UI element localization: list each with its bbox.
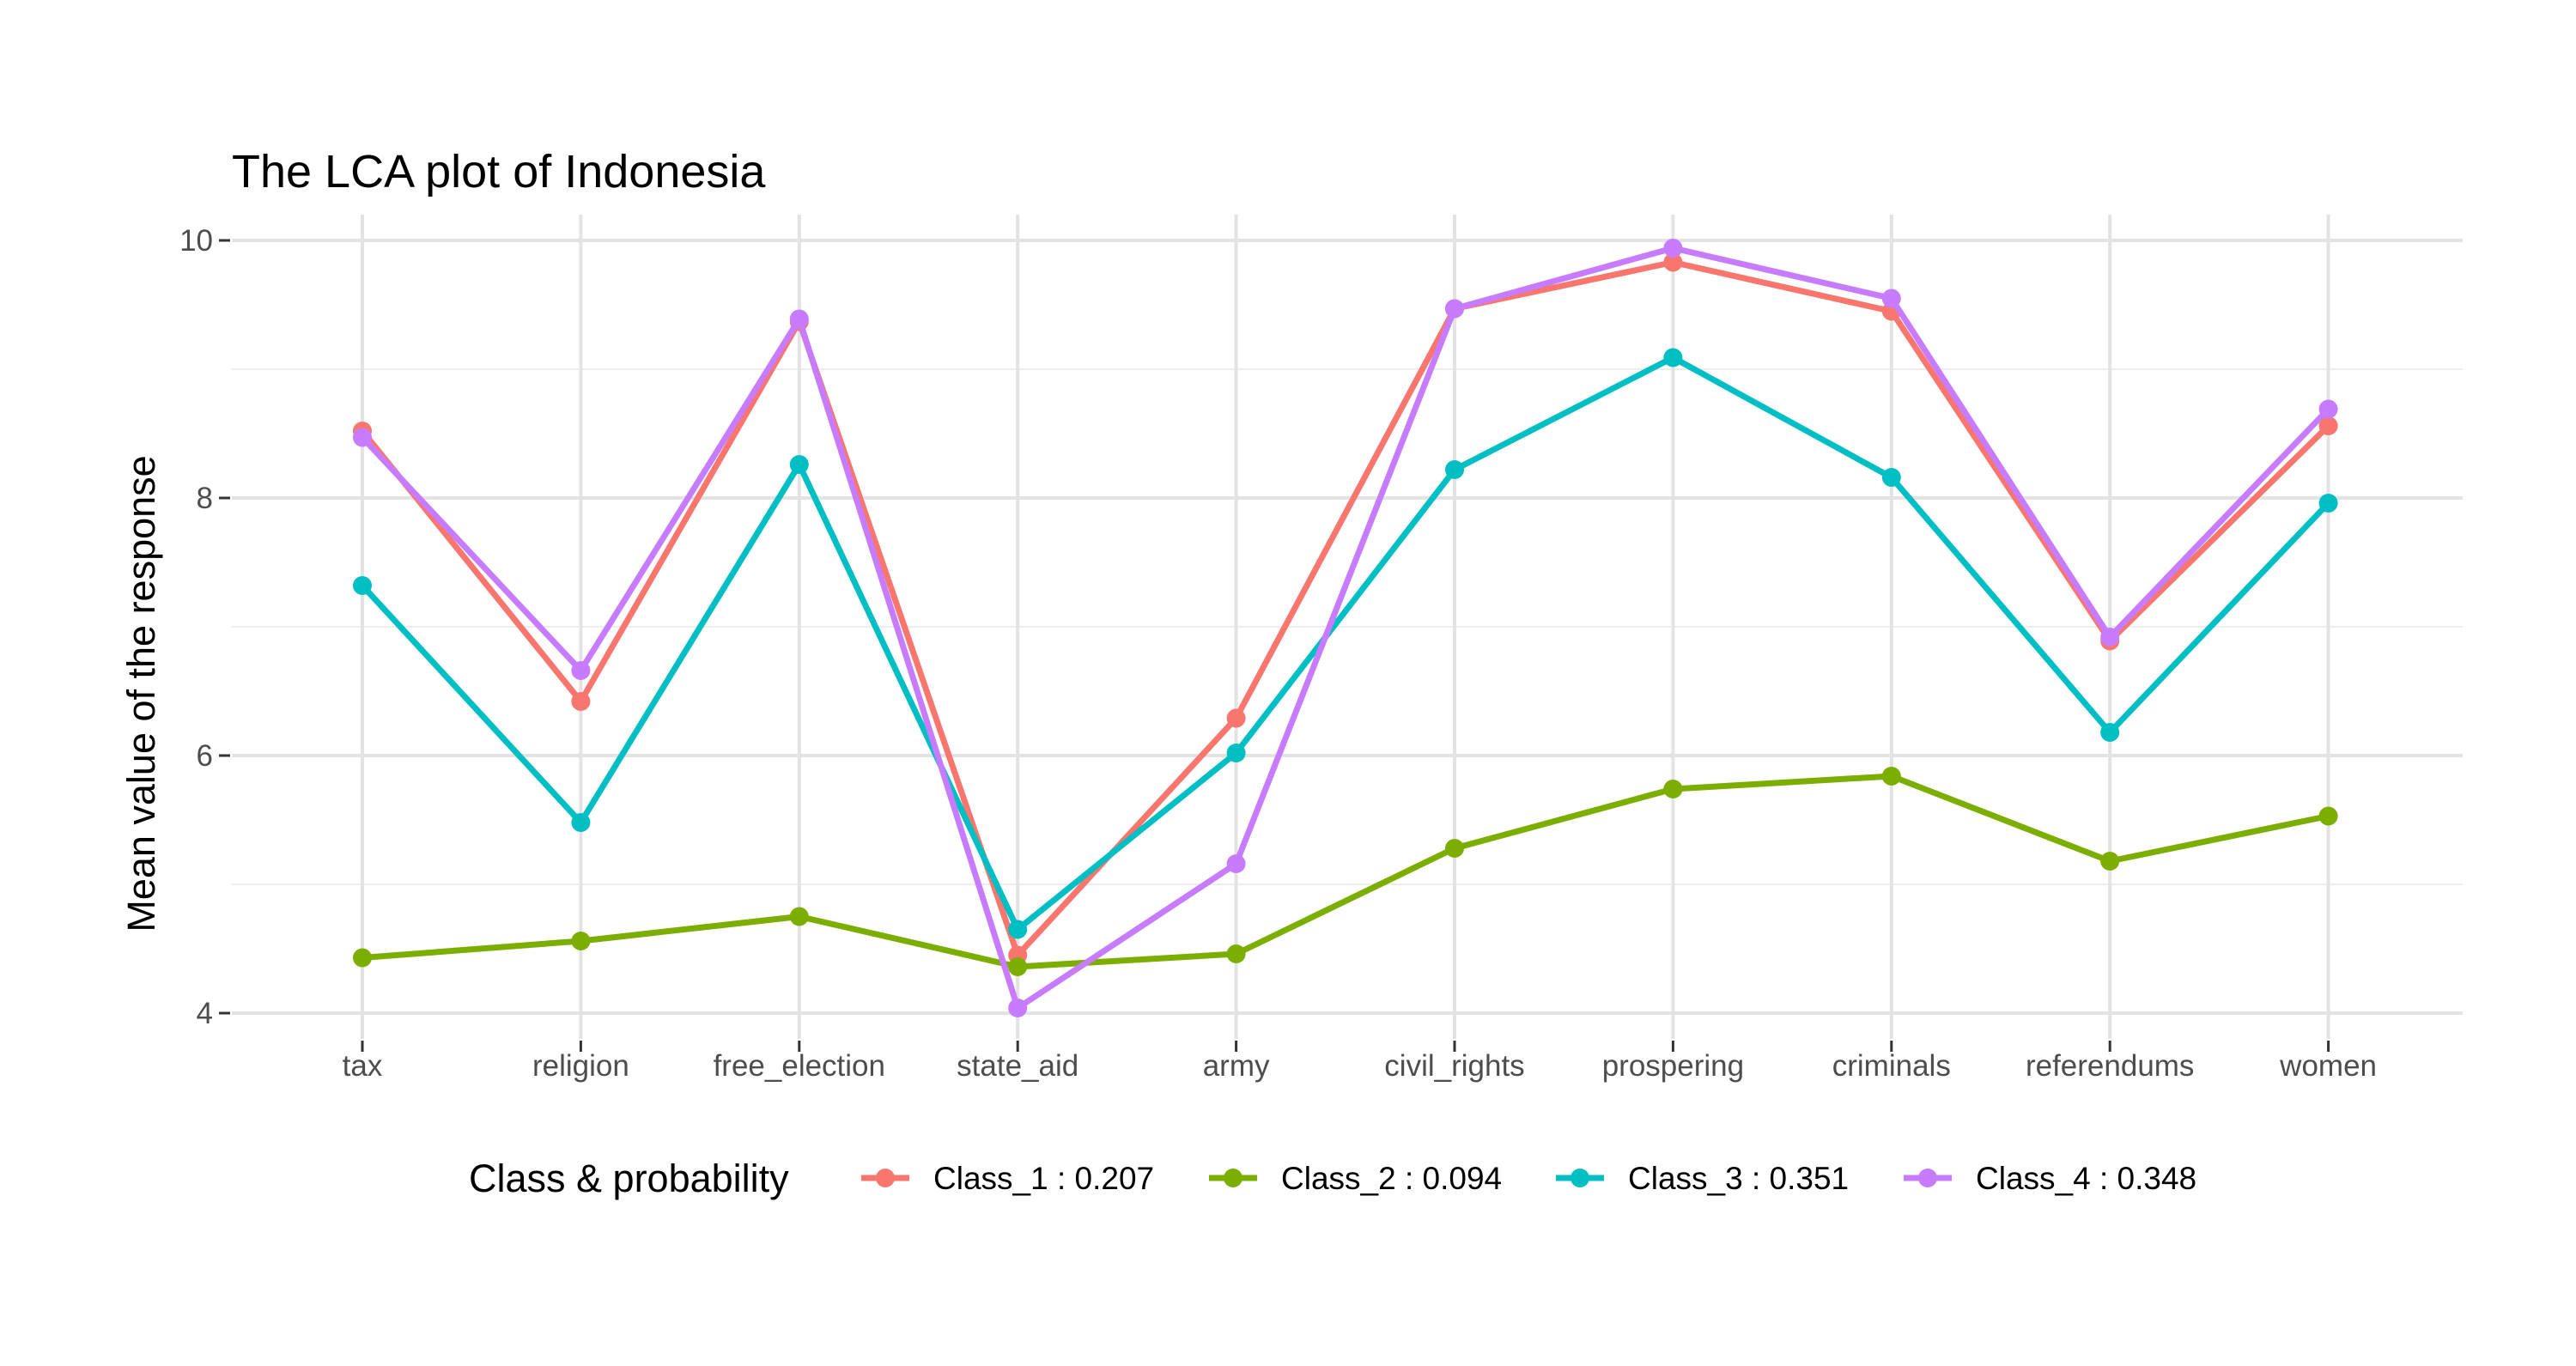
data-point	[1881, 767, 1901, 786]
y-tick-label: 10	[179, 224, 213, 258]
series-3	[353, 348, 2338, 939]
data-point	[1008, 957, 1028, 976]
data-point	[1226, 708, 1246, 728]
x-tick-label: women	[2279, 1049, 2377, 1083]
data-point	[789, 309, 809, 329]
series-line	[361, 773, 2330, 970]
data-point	[2318, 494, 2338, 513]
data-point	[2318, 806, 2338, 826]
legend-items: Class_1 : 0.207 Class_2 : 0.094 Class_3 : …	[861, 1161, 2196, 1196]
data-point	[2100, 723, 2120, 742]
series-2	[353, 767, 2338, 976]
legend: Class & probability Class_1 : 0.207 Class…	[469, 1157, 2196, 1200]
legend-key-point	[1224, 1169, 1242, 1187]
legend-item: Class_2 : 0.094	[1209, 1161, 1502, 1196]
legend-item: Class_1 : 0.207	[861, 1161, 1154, 1196]
data-point	[2100, 628, 2120, 647]
legend-key-point	[1571, 1169, 1589, 1187]
data-point	[1881, 468, 1901, 487]
data-point	[2318, 416, 2338, 435]
data-point	[571, 692, 591, 711]
legend-label: Class_2 : 0.094	[1281, 1161, 1502, 1196]
x-tick-label: free_election	[714, 1049, 885, 1083]
data-point	[1445, 839, 1464, 858]
data-point	[2318, 399, 2338, 419]
x-tick-label: criminals	[1832, 1049, 1951, 1083]
data-point	[789, 907, 809, 926]
x-axis-ticks: tax religion free_election state_aid army civ…	[343, 1041, 2377, 1083]
y-tick-label: 8	[197, 482, 213, 515]
data-point	[2100, 852, 2120, 871]
y-tick-label: 6	[197, 739, 213, 773]
x-tick-label: tax	[343, 1049, 383, 1083]
series-4	[353, 239, 2338, 1017]
series-line	[360, 245, 2331, 1011]
data-point	[1226, 854, 1246, 873]
y-axis-ticks: 4 6 8 10	[179, 224, 230, 1030]
legend-key-point	[1918, 1169, 1937, 1187]
data-point	[353, 576, 372, 595]
legend-item: Class_3 : 0.351	[1556, 1161, 1849, 1196]
legend-label: Class_3 : 0.351	[1628, 1161, 1849, 1196]
x-tick-label: army	[1203, 1049, 1270, 1083]
data-point	[1881, 288, 1901, 308]
legend-title: Class & probability	[469, 1157, 789, 1200]
data-point	[571, 661, 591, 680]
data-point	[1445, 460, 1464, 479]
data-point	[353, 948, 372, 968]
legend-key-point	[876, 1169, 895, 1187]
grid-lines	[232, 215, 2463, 1039]
data-point	[1008, 920, 1028, 939]
data-point	[1008, 999, 1028, 1017]
data-point	[1663, 252, 1683, 272]
x-tick-label: referendums	[2026, 1049, 2194, 1083]
data-point	[1226, 744, 1246, 762]
y-axis-label: Mean value of the response	[119, 455, 163, 932]
series-group	[353, 239, 2338, 1017]
y-tick-label: 4	[197, 997, 213, 1030]
data-point	[1663, 780, 1683, 798]
legend-label: Class_4 : 0.348	[1976, 1161, 2196, 1196]
x-tick-label: civil_rights	[1384, 1049, 1524, 1083]
series-line	[360, 259, 2331, 958]
data-point	[1226, 944, 1246, 963]
x-tick-label: religion	[532, 1049, 629, 1083]
legend-item: Class_4 : 0.348	[1904, 1161, 2196, 1196]
x-tick-label: state_aid	[957, 1049, 1078, 1083]
chart-title: The LCA plot of Indonesia	[232, 146, 766, 197]
x-tick-label: prospering	[1602, 1049, 1744, 1083]
data-point	[571, 813, 591, 832]
series-line	[360, 355, 2331, 932]
data-point	[1445, 299, 1464, 319]
data-point	[1663, 239, 1683, 258]
data-point	[571, 932, 591, 950]
data-point	[353, 428, 372, 447]
data-point	[789, 455, 809, 474]
legend-label: Class_1 : 0.207	[933, 1161, 1154, 1196]
data-point	[1663, 348, 1683, 367]
